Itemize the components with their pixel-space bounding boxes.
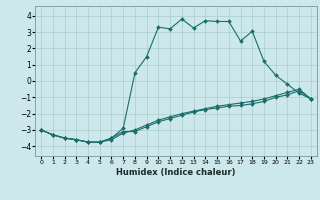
X-axis label: Humidex (Indice chaleur): Humidex (Indice chaleur): [116, 168, 236, 177]
